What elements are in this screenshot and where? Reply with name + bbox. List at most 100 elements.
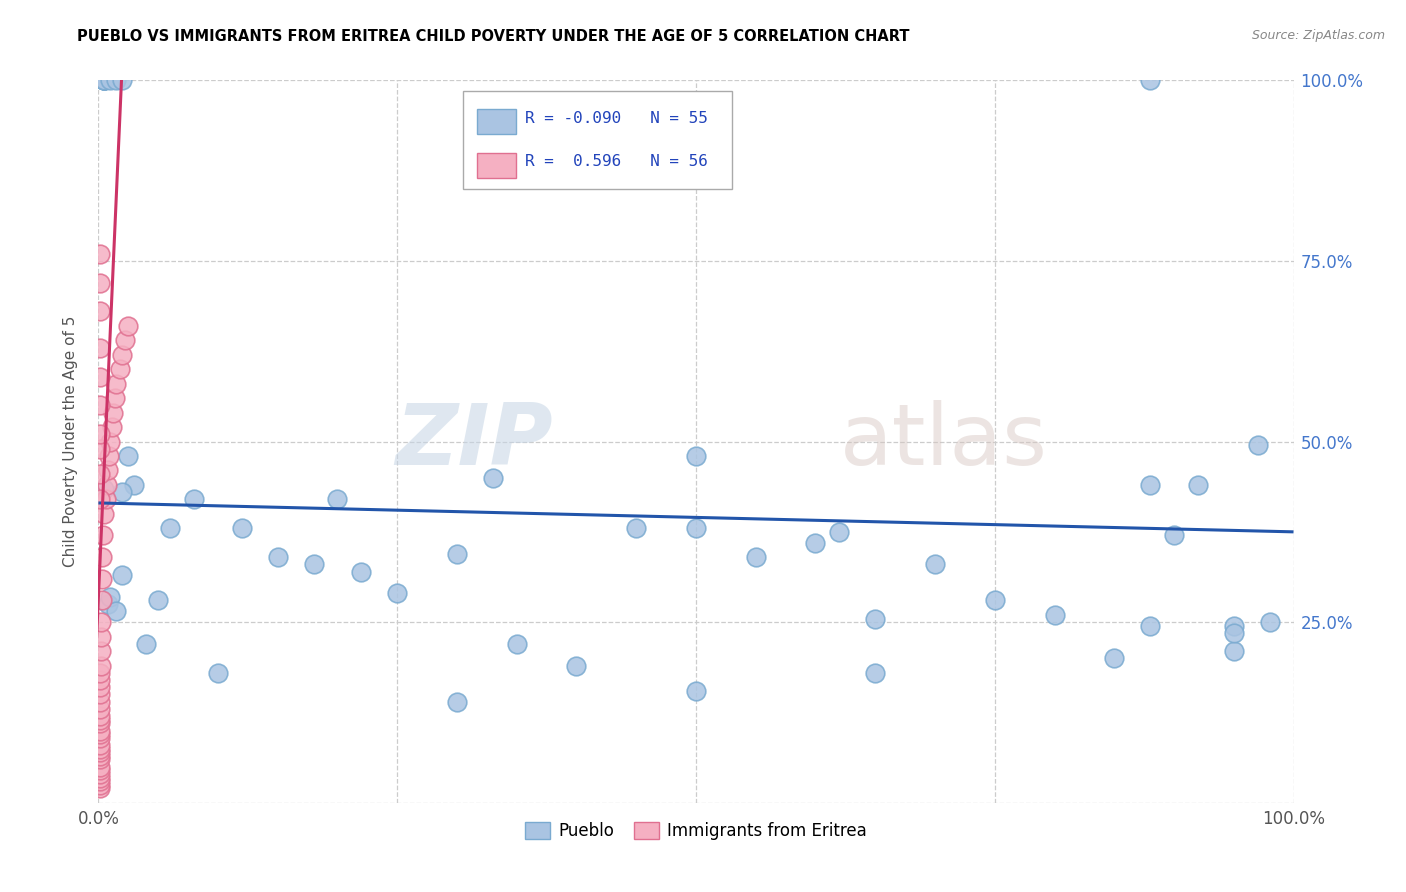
Point xyxy=(89,723,111,738)
Text: R =  0.596   N = 56: R = 0.596 N = 56 xyxy=(524,154,709,169)
Point xyxy=(481,470,505,484)
Point xyxy=(94,492,117,507)
Point xyxy=(1104,651,1126,665)
Point xyxy=(326,492,349,507)
Point xyxy=(124,478,146,492)
Text: R = -0.090   N = 55: R = -0.090 N = 55 xyxy=(524,112,709,126)
Point xyxy=(100,420,122,434)
Y-axis label: Child Poverty Under the Age of 5: Child Poverty Under the Age of 5 xyxy=(63,316,77,567)
Point xyxy=(108,362,131,376)
Point xyxy=(96,478,118,492)
Point xyxy=(111,348,134,362)
Point xyxy=(111,73,134,87)
Point xyxy=(105,73,128,87)
Point xyxy=(97,597,120,611)
Point xyxy=(97,463,120,477)
Point xyxy=(93,482,115,496)
Point xyxy=(117,318,139,333)
Point xyxy=(91,593,114,607)
Point xyxy=(93,73,115,87)
Point xyxy=(231,521,253,535)
Point xyxy=(105,376,128,391)
Point xyxy=(685,521,707,535)
Point xyxy=(1139,619,1161,633)
Text: PUEBLO VS IMMIGRANTS FROM ERITREA CHILD POVERTY UNDER THE AGE OF 5 CORRELATION C: PUEBLO VS IMMIGRANTS FROM ERITREA CHILD … xyxy=(77,29,910,44)
Point xyxy=(865,665,887,680)
Point xyxy=(302,558,325,572)
Point xyxy=(89,771,111,785)
Point xyxy=(446,695,468,709)
Point xyxy=(91,572,114,586)
Point xyxy=(924,558,946,572)
Point xyxy=(98,590,122,604)
Point xyxy=(93,73,115,87)
Point xyxy=(89,665,111,680)
FancyBboxPatch shape xyxy=(463,91,733,189)
Point xyxy=(89,427,111,442)
Point xyxy=(98,449,121,463)
Point xyxy=(865,611,887,625)
Point xyxy=(89,304,111,318)
Point xyxy=(506,637,529,651)
Point xyxy=(89,767,111,781)
Point xyxy=(626,521,648,535)
Point xyxy=(93,507,115,521)
Point xyxy=(135,637,157,651)
Point xyxy=(89,695,111,709)
Legend: Pueblo, Immigrants from Eritrea: Pueblo, Immigrants from Eritrea xyxy=(519,815,873,847)
Point xyxy=(90,630,112,644)
Point xyxy=(89,276,111,290)
Point xyxy=(89,442,111,456)
Point xyxy=(89,774,111,789)
Point xyxy=(89,467,111,481)
Point xyxy=(89,687,111,701)
Point xyxy=(89,741,111,756)
Point xyxy=(828,524,851,539)
Point xyxy=(89,398,111,412)
Point xyxy=(89,341,111,355)
Point xyxy=(267,550,290,565)
Point xyxy=(1139,73,1161,87)
Point xyxy=(89,246,111,260)
Point xyxy=(89,781,111,796)
Point xyxy=(1223,619,1246,633)
Point xyxy=(101,406,124,420)
Point xyxy=(745,550,768,565)
Point xyxy=(89,745,111,759)
Point xyxy=(89,778,111,792)
FancyBboxPatch shape xyxy=(477,110,516,135)
Point xyxy=(385,586,409,600)
Point xyxy=(98,434,122,449)
Point xyxy=(105,604,128,618)
Point xyxy=(89,748,111,763)
Point xyxy=(89,738,111,752)
Point xyxy=(1223,626,1246,640)
Point xyxy=(89,727,111,741)
Point xyxy=(1187,478,1209,492)
Point xyxy=(148,593,170,607)
Point xyxy=(89,680,111,694)
Point xyxy=(89,673,111,687)
Point xyxy=(446,547,468,561)
Point xyxy=(1223,644,1246,658)
Point xyxy=(117,449,139,463)
Point xyxy=(89,369,111,384)
Point xyxy=(90,658,112,673)
Point xyxy=(111,485,134,500)
Point xyxy=(89,760,111,774)
Point xyxy=(804,535,827,549)
Point xyxy=(1043,607,1066,622)
Point xyxy=(1163,528,1185,542)
Point xyxy=(89,716,111,731)
Point xyxy=(159,521,181,535)
Text: atlas: atlas xyxy=(839,400,1047,483)
Point xyxy=(685,683,707,698)
Point xyxy=(89,752,111,766)
Point xyxy=(93,73,115,87)
Point xyxy=(89,731,111,745)
Point xyxy=(104,391,127,405)
Point xyxy=(89,713,111,727)
Point xyxy=(89,709,111,723)
Point xyxy=(183,492,205,507)
Point xyxy=(984,593,1007,607)
